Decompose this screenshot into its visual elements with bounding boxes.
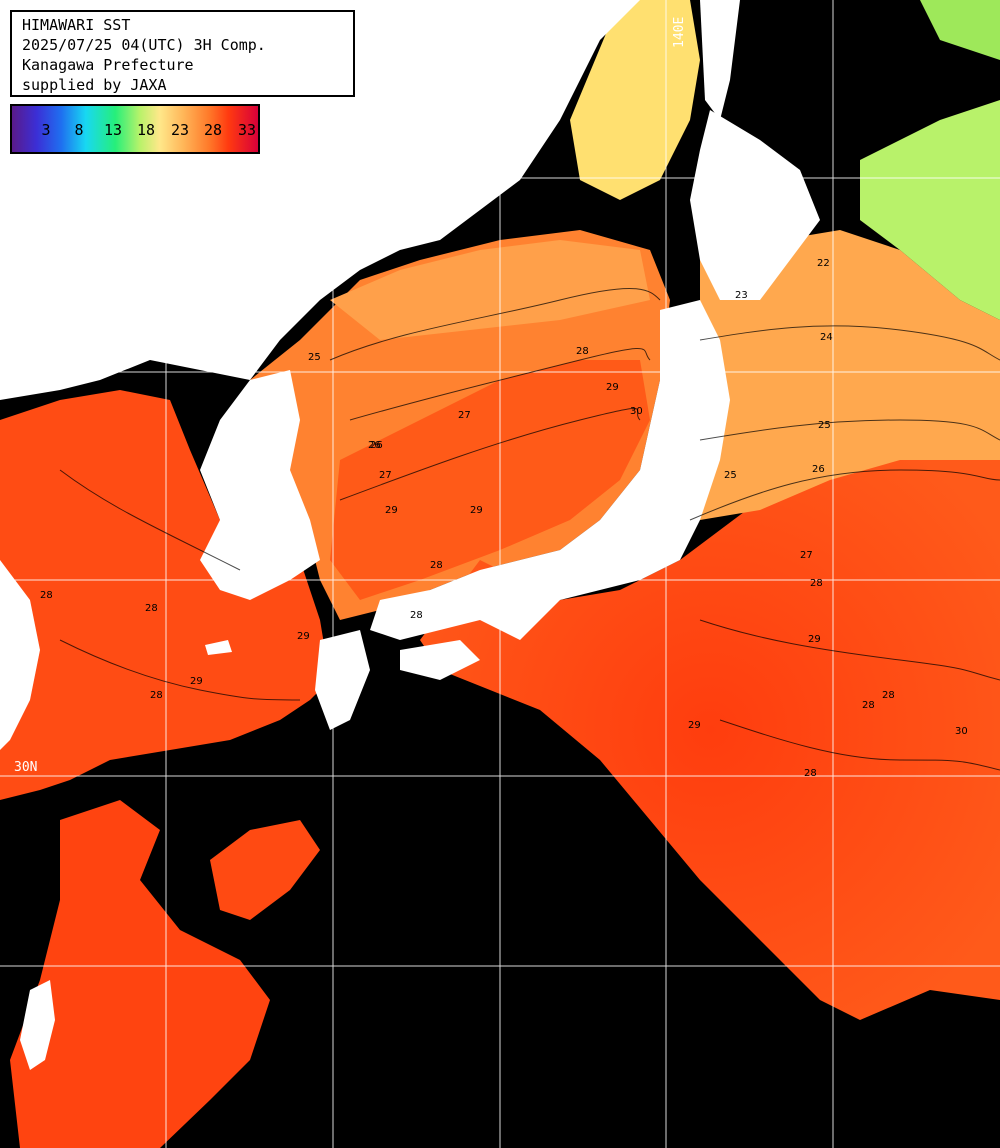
land-jeju (205, 640, 232, 655)
legend-tick: 33 (237, 121, 257, 139)
contour-value-label: 22 (817, 258, 830, 269)
sea-ryukyu (210, 820, 320, 920)
contour-value-label: 26 (370, 440, 383, 451)
contour-value-label: 28 (576, 346, 589, 357)
contour-value-label: 26 (812, 464, 825, 475)
legend-tick: 28 (203, 121, 223, 139)
contour-value-label: 27 (379, 470, 392, 481)
latitude-label-30n: 30N (14, 760, 38, 775)
contour-value-label: 28 (410, 610, 423, 621)
land-china-coast (0, 560, 40, 750)
land-shikoku (400, 640, 480, 680)
contour-value-label: 28 (804, 768, 817, 779)
land-korea (200, 370, 320, 600)
data-source: supplied by JAXA (22, 76, 167, 94)
longitude-label-140e: 140E (672, 16, 687, 48)
legend-tick: 23 (170, 121, 190, 139)
contour-value-label: 28 (862, 700, 875, 711)
region-name: Kanagawa Prefecture (22, 56, 194, 74)
contour-value-label: 30 (630, 406, 643, 417)
contour-value-label: 29 (470, 505, 483, 516)
land-kyushu (315, 630, 370, 730)
contour-value-label: 25 (724, 470, 737, 481)
contour-value-label: 28 (430, 560, 443, 571)
timestamp: 2025/07/25 04(UTC) 3H Comp. (22, 36, 266, 54)
contour-value-label: 24 (820, 332, 833, 343)
sea-north-green (920, 0, 1000, 60)
sea-pacific-north (690, 230, 1000, 520)
sea-of-japan-warm (330, 360, 650, 600)
contour-value-label: 29 (190, 676, 203, 687)
sst-color-legend: 3 8 13 18 23 28 33 (10, 104, 260, 154)
sea-west (0, 390, 330, 800)
contour-value-label: 28 (145, 603, 158, 614)
latitude-label-40n: 40N (14, 354, 38, 369)
land-hokkaido (690, 110, 820, 300)
sea-okhotsk-cold (860, 100, 1000, 320)
legend-tick: 3 (41, 121, 51, 139)
sea-pacific (420, 440, 1000, 1020)
contour-value-label: 29 (385, 505, 398, 516)
contour-value-label: 27 (458, 410, 471, 421)
sst-contours (59, 288, 1000, 771)
contour-value-label: 29 (808, 634, 821, 645)
sea-of-japan-north (330, 240, 650, 340)
land-honshu (370, 300, 730, 640)
land-sakhalin (700, 0, 740, 120)
contour-value-label: 28 (810, 578, 823, 589)
legend-tick: 8 (74, 121, 84, 139)
legend-color-bar (12, 106, 258, 152)
land-taiwan (20, 980, 55, 1070)
contour-value-label: 29 (606, 382, 619, 393)
contour-value-label: 26 (368, 440, 381, 451)
product-title: HIMAWARI SST (22, 16, 131, 34)
sea-north-yellow (570, 0, 700, 200)
contour-value-label: 29 (297, 631, 310, 642)
contour-value-label: 28 (882, 690, 895, 701)
contour-value-label: 30 (955, 726, 968, 737)
legend-tick: 18 (136, 121, 156, 139)
legend-ticks: 3 8 13 18 23 28 33 (12, 106, 258, 152)
map-info-box: HIMAWARI SST 2025/07/25 04(UTC) 3H Comp.… (10, 10, 355, 97)
contour-value-label: 27 (800, 550, 813, 561)
sea-south-west (10, 800, 270, 1148)
contour-value-label: 29 (688, 720, 701, 731)
legend-tick: 13 (103, 121, 123, 139)
contour-value-label: 25 (818, 420, 831, 431)
contour-value-label: 23 (735, 290, 748, 301)
contour-value-label: 28 (150, 690, 163, 701)
contour-value-label: 28 (40, 590, 53, 601)
contour-value-label: 25 (308, 352, 321, 363)
land-asia-mainland (0, 0, 640, 400)
